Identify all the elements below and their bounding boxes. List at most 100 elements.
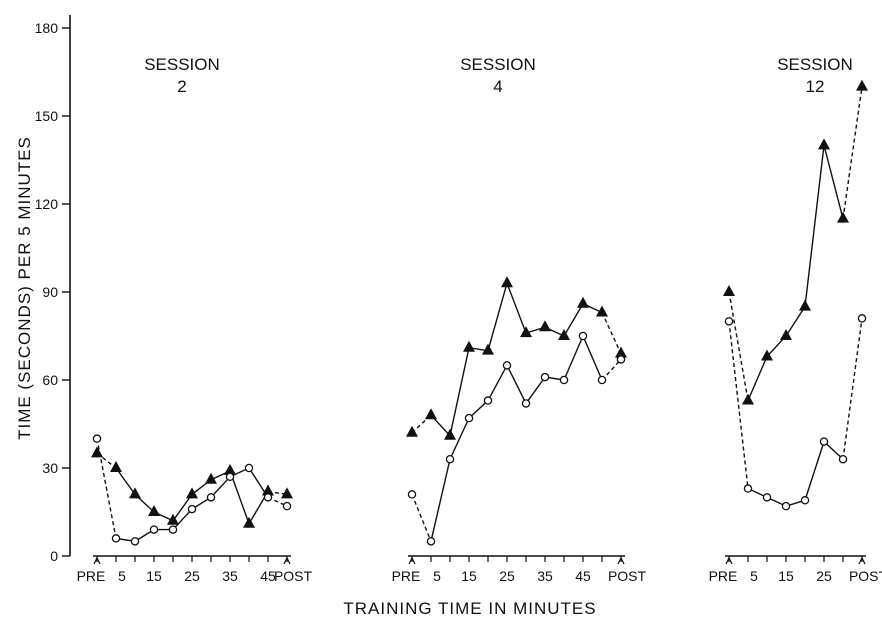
triangle-point (520, 326, 532, 338)
x-tick-label: 45 (260, 568, 276, 584)
circle-point (781, 501, 791, 511)
triangle-point (799, 299, 811, 311)
y-tick-label: 180 (35, 20, 59, 36)
circle-point (483, 396, 493, 405)
triangle-point (406, 425, 418, 437)
arrow-marker (93, 556, 101, 565)
triangle-point (167, 513, 179, 525)
triangle-point (615, 346, 627, 358)
triangle-point (129, 487, 141, 499)
circle-point (445, 454, 455, 464)
circle-point (92, 434, 102, 443)
triangle-point (856, 79, 868, 91)
series-segment-dashed (601, 312, 622, 354)
x-tick-label: 25 (184, 568, 200, 584)
y-tick-label: 150 (35, 108, 59, 124)
x-tick-label: PRE (392, 568, 421, 584)
triangle-point (110, 461, 122, 472)
panel-title-line2: 12 (806, 77, 825, 96)
y-tick-label: 0 (50, 548, 58, 564)
circle-point (762, 493, 772, 502)
x-tick-label: 25 (499, 568, 515, 584)
x-tick-label: POST (849, 568, 882, 584)
x-tick-label: PRE (77, 568, 106, 584)
circle-point (464, 413, 474, 423)
x-tick-label: 5 (118, 568, 126, 584)
triangle-point (463, 340, 475, 352)
triangle-point (186, 487, 198, 499)
circle-point (502, 361, 512, 370)
y-axis-ticks: 0 30 60 90 120 150 180 (35, 20, 70, 564)
triangle-point (780, 329, 792, 340)
circle-point (206, 493, 216, 502)
circle-point (187, 504, 197, 514)
arrow-marker (408, 556, 416, 565)
series-line-circle (115, 467, 269, 543)
circle-point (578, 331, 588, 341)
x-tick-label: 35 (537, 568, 553, 584)
circle-point (800, 496, 810, 505)
triangle-point (837, 211, 849, 223)
circle-point (407, 490, 417, 499)
triangle-point (818, 138, 830, 150)
circle-point (149, 525, 159, 534)
panel-title-line2: 4 (493, 77, 502, 96)
triangle-point (243, 516, 255, 528)
triangle-point (224, 463, 236, 475)
circle-point (857, 314, 867, 323)
x-tick-label: 25 (816, 568, 832, 584)
circle-point (521, 399, 531, 408)
triangle-point (539, 320, 551, 332)
panel-title-line1: SESSION (777, 55, 853, 74)
triangle-point (742, 393, 754, 405)
series-segment-dashed (601, 358, 622, 381)
triangle-point (444, 428, 456, 440)
x-tick-label: 15 (146, 568, 162, 584)
x-tick-label: 5 (750, 568, 758, 584)
x-tick-label: POST (274, 568, 313, 584)
series-segment-dashed (842, 318, 863, 460)
triangle-point (761, 349, 773, 361)
series-line-circle (747, 440, 844, 507)
panel-title-line2: 2 (177, 77, 186, 96)
circle-point (244, 463, 254, 473)
circle-point (282, 501, 292, 511)
triangle-point (501, 276, 513, 288)
circle-point (819, 437, 829, 446)
series-segment-dashed (96, 438, 117, 539)
circle-point (130, 537, 140, 546)
series-segment-dashed (728, 291, 749, 401)
circle-point (838, 454, 848, 464)
circle-point (597, 375, 607, 385)
triangle-point (91, 446, 103, 458)
triangle-point (205, 472, 217, 484)
circle-point (540, 372, 550, 382)
circle-point (263, 493, 273, 502)
triangle-point (281, 487, 293, 499)
y-tick-label: 120 (35, 196, 59, 212)
x-axis-title: TRAINING TIME IN MINUTES (343, 599, 596, 618)
circle-point (168, 525, 178, 534)
series-segment-dashed (728, 321, 749, 489)
y-tick-label: 30 (42, 460, 58, 476)
series-line-triangle (747, 145, 844, 401)
circle-point (559, 375, 569, 385)
circle-point (616, 355, 626, 364)
series-line-triangle (430, 280, 603, 438)
x-tick-label: 35 (222, 568, 238, 584)
arrow-marker (725, 556, 733, 565)
x-tick-label: PRE (709, 568, 738, 584)
circle-point (724, 317, 734, 326)
triangle-point (596, 305, 608, 317)
series-line-circle (430, 334, 603, 542)
circle-point (426, 537, 436, 546)
panel-session-4: SESSION 4 PRE 5 15 25 35 45 POST (392, 55, 647, 584)
x-tick-label: 45 (575, 568, 591, 584)
triangle-point (482, 343, 494, 355)
x-tick-label: POST (608, 568, 647, 584)
x-tick-label: 15 (778, 568, 794, 584)
series-segment-dashed (411, 494, 432, 542)
